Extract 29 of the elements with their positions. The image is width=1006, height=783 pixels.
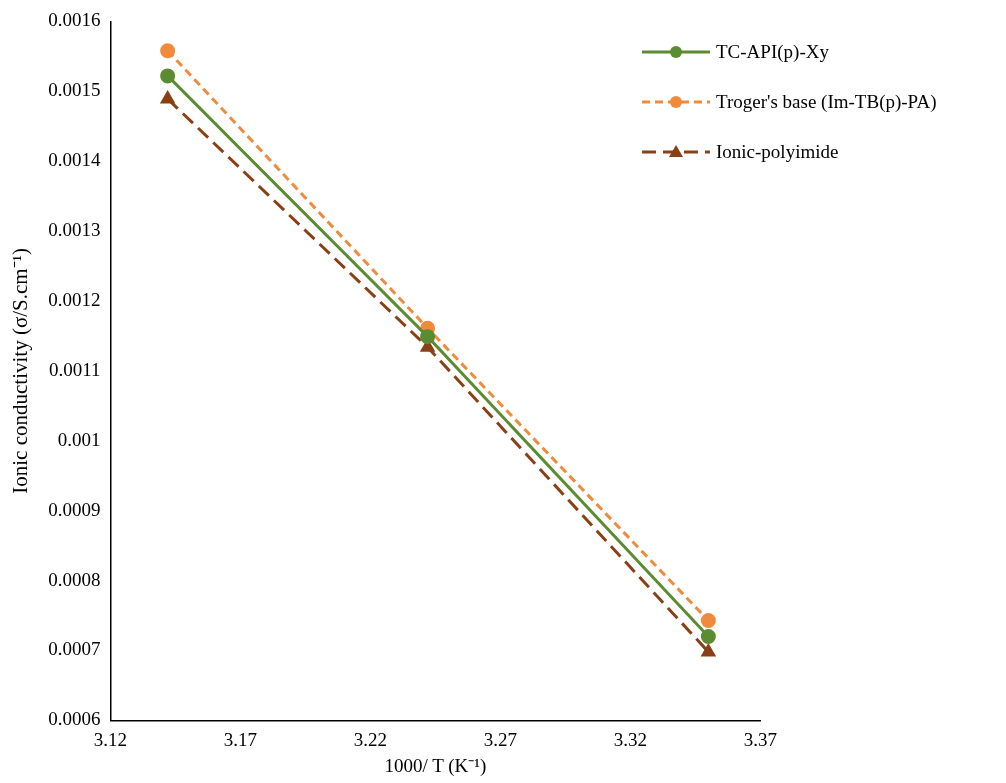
y-axis-title: Ionic conductivity (σ/S.cm⁻¹): [8, 248, 33, 494]
y-tick-label: 0.0016: [48, 9, 101, 31]
legend-label: Troger's base (Im-TB(p)-PA): [716, 90, 937, 114]
point: [700, 612, 716, 628]
y-tick-label: 0.0007: [48, 638, 101, 660]
point: [700, 629, 716, 645]
y-tick-label: 0.0009: [48, 498, 101, 520]
x-tick-label: 3.27: [483, 728, 518, 750]
x-tick-label: 3.12: [93, 728, 128, 750]
y-tick-label: 0.0015: [48, 79, 101, 101]
y-tick-label: 0.0011: [48, 358, 101, 380]
x-tick-label: 3.22: [353, 728, 388, 750]
point: [160, 43, 176, 59]
y-tick-label: 0.0013: [48, 219, 101, 241]
y-tick-label: 0.0012: [48, 288, 101, 310]
x-tick-label: 3.32: [613, 728, 648, 750]
point: [160, 91, 175, 104]
x-tick-label: 3.37: [743, 728, 777, 750]
y-tick-label: 0.0006: [48, 708, 101, 730]
point: [701, 644, 716, 657]
y-tick-label: 0.0014: [48, 149, 101, 171]
x-tick-label: 3.17: [223, 728, 258, 750]
point: [160, 68, 176, 84]
legend-label: Ionic-polyimide: [716, 140, 839, 164]
legend-label: TC-API(p)-Xy: [716, 40, 829, 64]
y-tick-label: 0.0008: [48, 568, 101, 590]
point: [420, 329, 436, 345]
x-axis-title: 1000/ T (K⁻¹): [384, 754, 487, 777]
y-tick-label: 0.001: [57, 428, 101, 450]
